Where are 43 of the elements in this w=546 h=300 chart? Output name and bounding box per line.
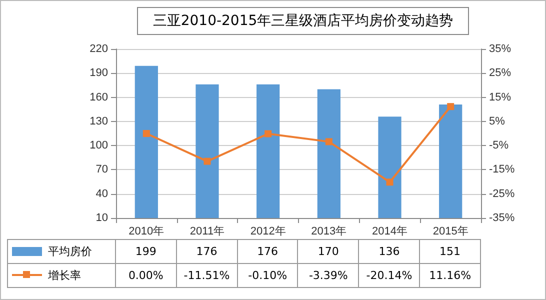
data-label: 0.00%	[116, 264, 176, 288]
data-label: -3.39%	[298, 264, 359, 288]
x-tick-label: 2012年	[250, 226, 286, 238]
y2-tick-label: 35%	[489, 43, 512, 55]
chart-title: 三亚2010-2015年三星级酒店平均房价变动趋势	[137, 7, 469, 35]
point	[204, 158, 211, 165]
y2-tick-label: -35%	[489, 212, 515, 224]
y-tick-label: 190	[90, 67, 108, 80]
y2-tick-label: -25%	[489, 188, 515, 200]
y2-tick-label: -15%	[489, 164, 515, 176]
x-tick-label: 2015年	[432, 226, 468, 238]
y2-tick-label: 5%	[489, 115, 506, 128]
y2-tick-label: -5%	[489, 140, 509, 152]
point	[264, 130, 272, 138]
data-label: 136	[358, 240, 420, 264]
data-label: 170	[298, 240, 359, 264]
point	[142, 130, 150, 137]
y-tick-label: 100	[90, 140, 108, 152]
y-tick-label: 160	[90, 91, 108, 104]
data-label: 176	[176, 240, 238, 264]
y-tick-label: 220	[90, 43, 108, 55]
y-tick-label: 70	[96, 164, 108, 176]
legend-label: 增长率	[8, 264, 116, 288]
data-label: 199	[116, 240, 176, 264]
x-tick-label: 2010年	[128, 226, 164, 238]
point	[447, 103, 454, 110]
y2-tick-label: 15%	[489, 91, 512, 104]
data-label: -20.14%	[358, 264, 420, 288]
data-label: -0.10%	[237, 264, 298, 288]
point	[386, 178, 394, 186]
data-label: 176	[237, 240, 298, 264]
y-tick-label: 130	[90, 115, 108, 128]
y-tick-label: 10	[96, 212, 108, 224]
data-label: -11.51%	[176, 264, 238, 288]
x-tick-label: 2013年	[311, 226, 347, 238]
point	[325, 138, 332, 146]
data-label: 11.16%	[420, 264, 480, 288]
x-tick-label: 2011年	[190, 226, 225, 238]
y-tick-label: 40	[96, 188, 108, 200]
data-label: 151	[420, 240, 480, 264]
legend-label: 平均房价	[8, 240, 116, 264]
x-tick-label: 2014年	[372, 226, 408, 238]
y2-tick-label: 25%	[489, 67, 512, 80]
